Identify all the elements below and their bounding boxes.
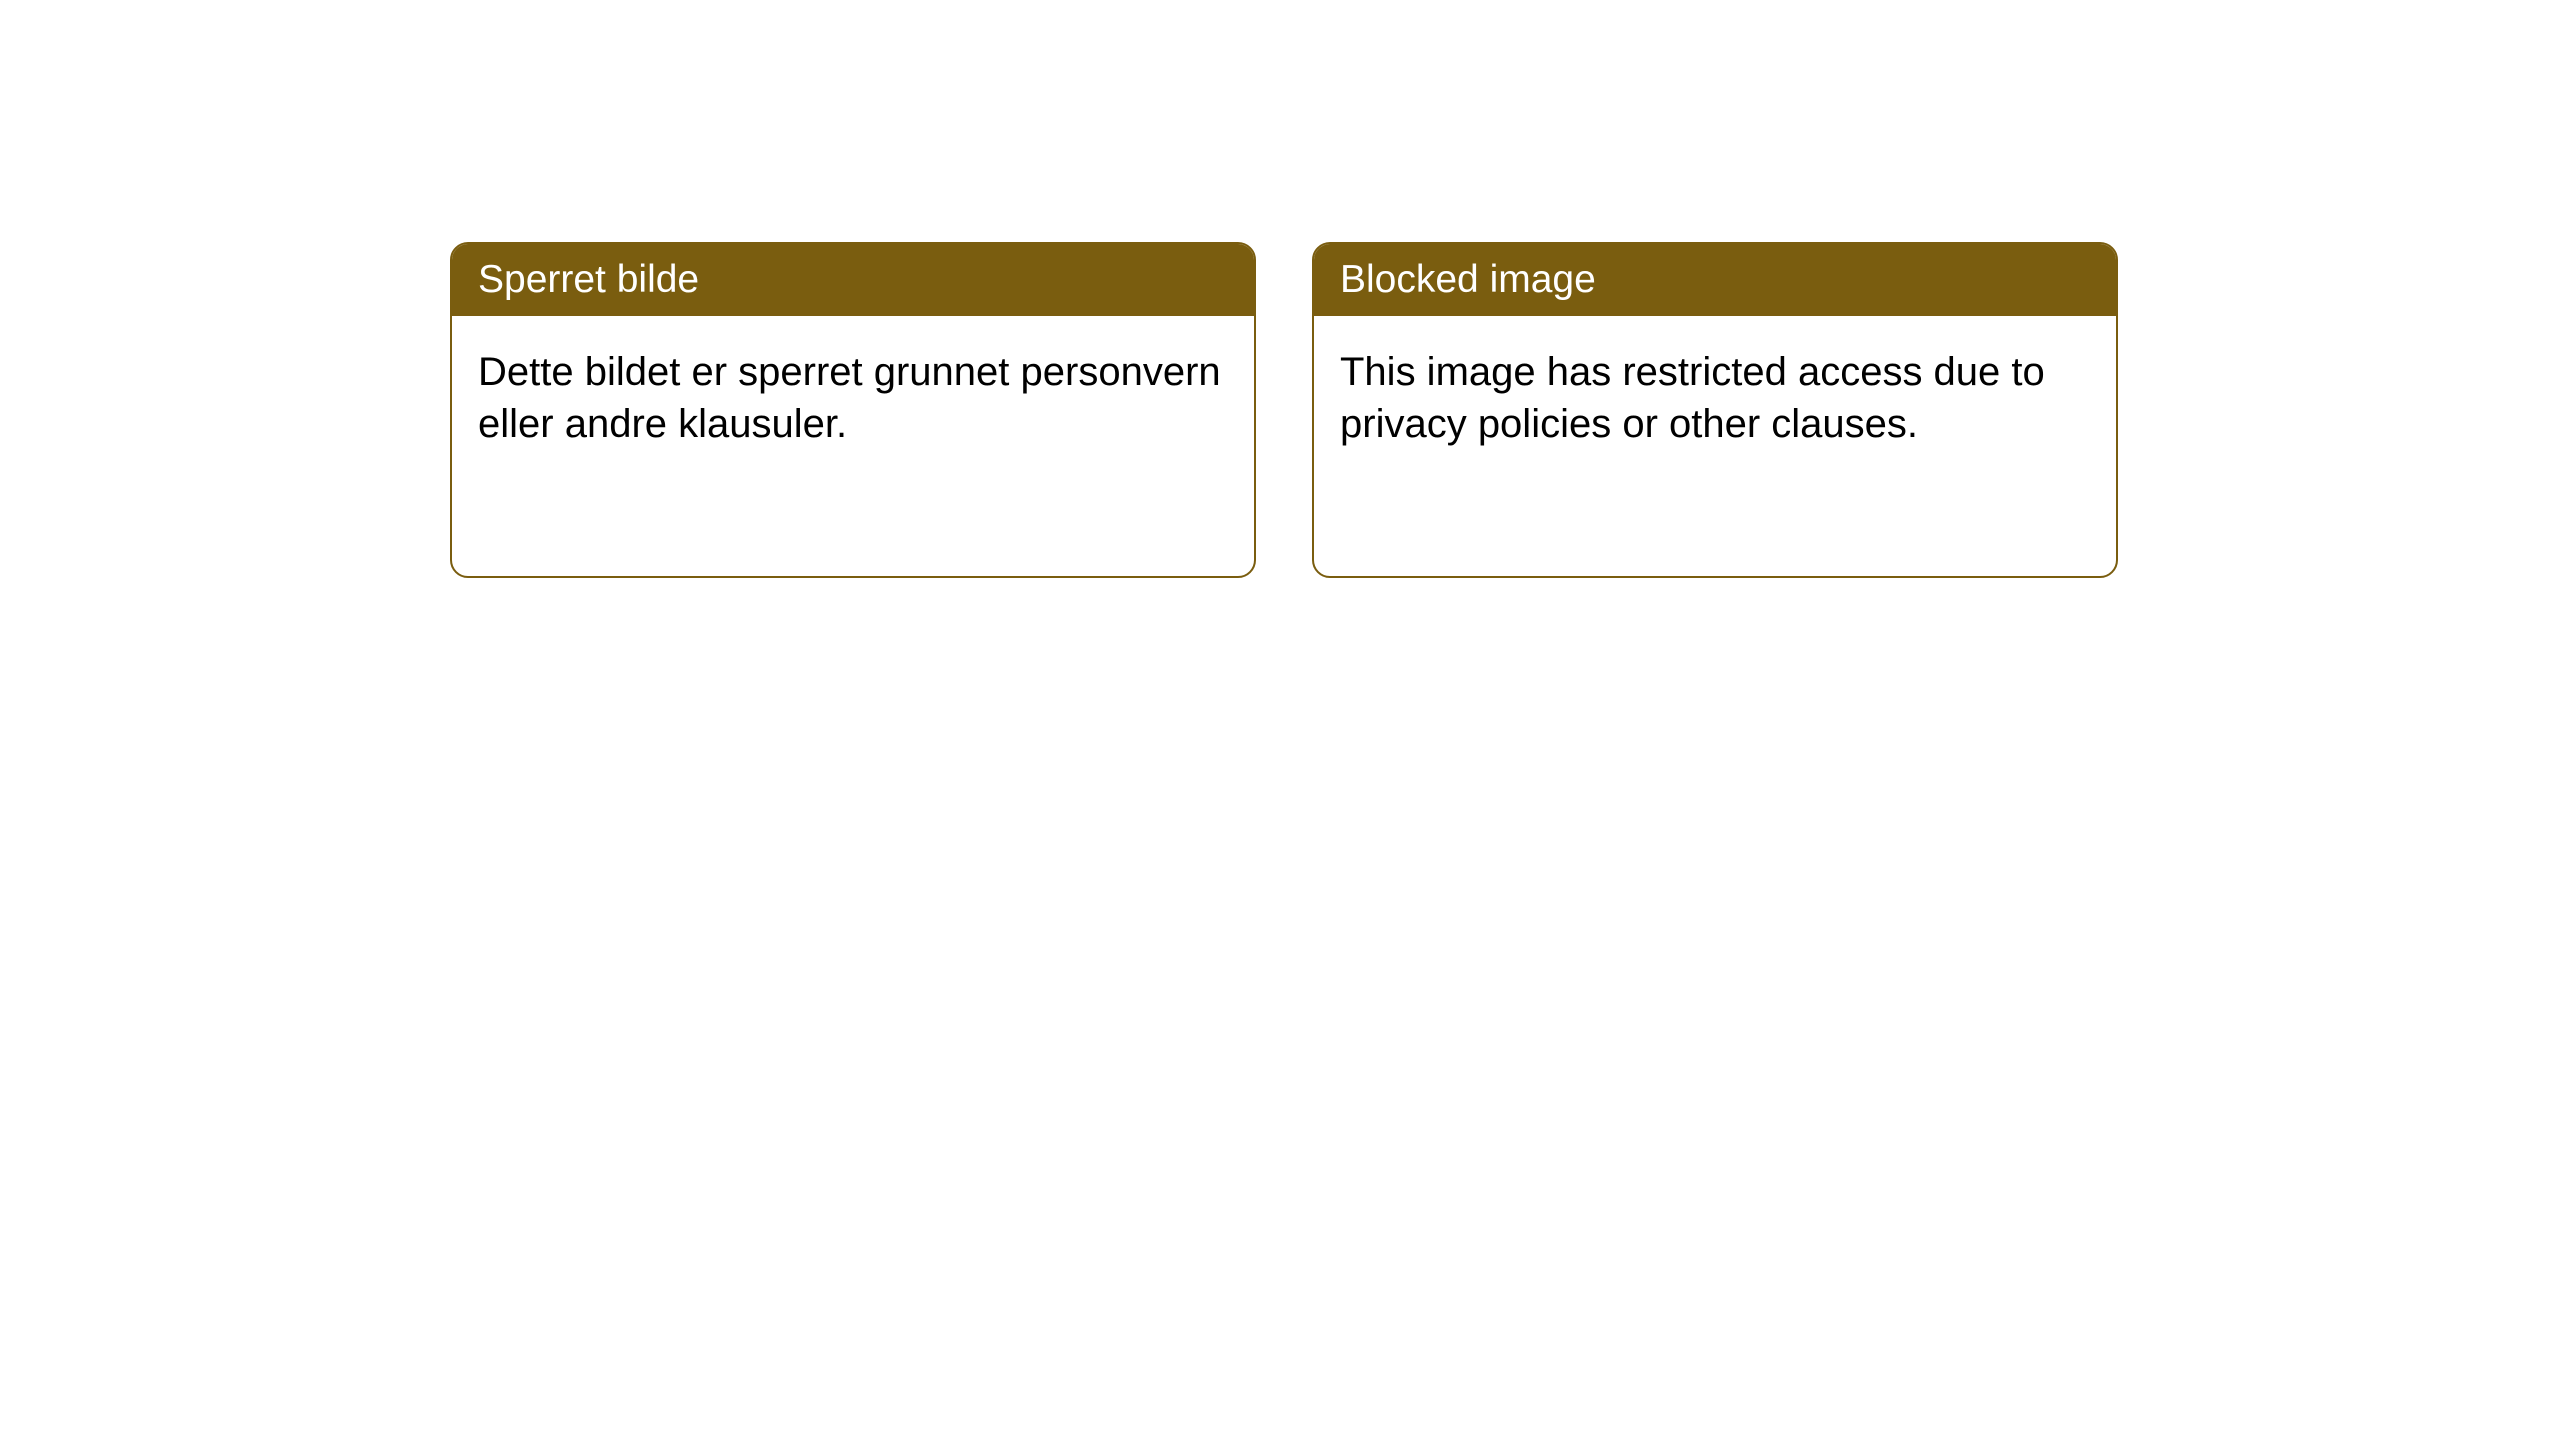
card-header: Sperret bilde: [452, 244, 1254, 316]
cards-container: Sperret bilde Dette bildet er sperret gr…: [450, 242, 2118, 578]
info-card-english: Blocked image This image has restricted …: [1312, 242, 2118, 578]
card-body-text: This image has restricted access due to …: [1340, 350, 2045, 446]
info-card-norwegian: Sperret bilde Dette bildet er sperret gr…: [450, 242, 1256, 578]
card-body: This image has restricted access due to …: [1314, 316, 2116, 480]
card-title: Sperret bilde: [478, 258, 699, 301]
card-body-text: Dette bildet er sperret grunnet personve…: [478, 350, 1221, 446]
card-title: Blocked image: [1340, 258, 1596, 301]
card-header: Blocked image: [1314, 244, 2116, 316]
card-body: Dette bildet er sperret grunnet personve…: [452, 316, 1254, 480]
